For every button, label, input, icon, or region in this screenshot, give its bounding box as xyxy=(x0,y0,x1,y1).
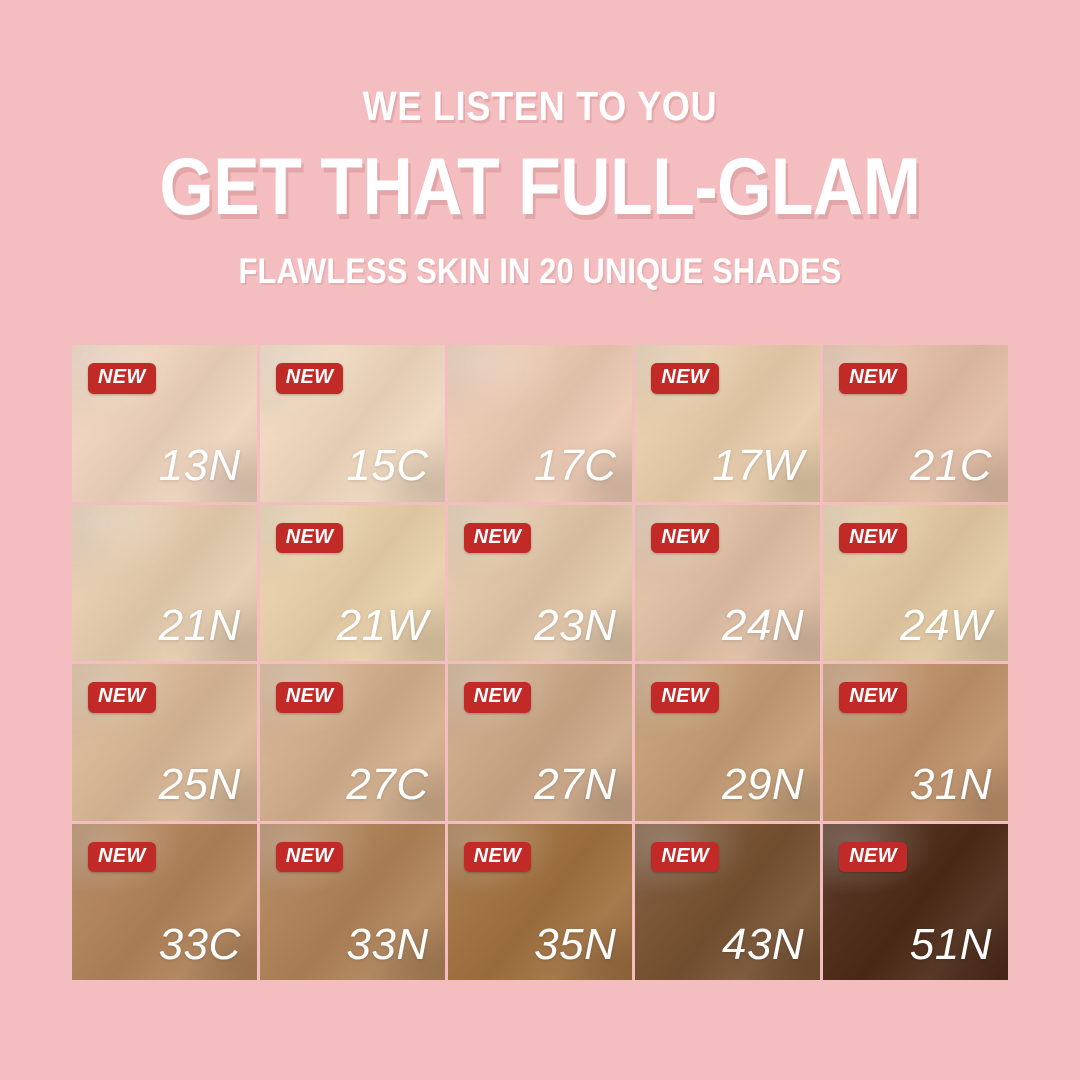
shade-swatch-17w[interactable]: NEW 17W xyxy=(635,345,821,502)
header-eyebrow: WE LISTEN TO YOU xyxy=(362,83,718,129)
shade-swatch-31n[interactable]: NEW 31N xyxy=(823,664,1008,821)
shade-swatch-35n[interactable]: NEW 35N xyxy=(447,823,633,980)
shade-label: 17C xyxy=(534,441,617,491)
shade-swatch-13n[interactable]: NEW 13N xyxy=(72,345,257,502)
shade-label: 15C xyxy=(346,441,429,491)
promo-header: WE LISTEN TO YOU GET THAT FULL-GLAM FLAW… xyxy=(0,0,1080,291)
new-badge: NEW xyxy=(275,522,344,554)
new-badge: NEW xyxy=(839,682,907,713)
shade-swatch-15c[interactable]: NEW 15C xyxy=(259,345,445,502)
shade-label: 21C xyxy=(909,441,992,491)
new-badge: NEW xyxy=(275,841,344,873)
shade-label: 23N xyxy=(534,600,617,650)
shade-label: 13N xyxy=(158,441,241,491)
shade-label: 33N xyxy=(346,919,429,969)
shade-swatch-27n[interactable]: NEW 27N xyxy=(447,664,633,821)
shade-swatch-27c[interactable]: NEW 27C xyxy=(259,664,445,821)
new-badge: NEW xyxy=(88,841,156,873)
new-badge: NEW xyxy=(463,682,532,713)
shade-label: 24N xyxy=(721,600,805,650)
new-badge: NEW xyxy=(651,522,719,554)
new-badge: NEW xyxy=(275,682,344,713)
shade-label: 51N xyxy=(909,919,992,969)
shade-label: 27C xyxy=(346,760,429,810)
header-subhead: FLAWLESS SKIN IN 20 UNIQUE SHADES xyxy=(238,252,842,291)
new-badge: NEW xyxy=(839,363,907,394)
shade-label: 17W xyxy=(712,441,805,491)
new-badge: NEW xyxy=(463,841,532,873)
shade-swatch-23n[interactable]: NEW 23N xyxy=(447,504,633,661)
new-badge: NEW xyxy=(651,363,719,394)
shade-swatch-33c[interactable]: NEW 33C xyxy=(72,823,257,980)
new-badge: NEW xyxy=(88,363,156,394)
page-title: GET THAT FULL-GLAM xyxy=(159,142,921,232)
shade-swatch-25n[interactable]: NEW 25N xyxy=(72,664,257,821)
shade-swatch-51n[interactable]: NEW 51N xyxy=(823,823,1008,980)
shade-label: 31N xyxy=(909,760,992,810)
new-badge: NEW xyxy=(839,522,907,554)
shade-label: 27N xyxy=(534,760,617,810)
shade-label: 25N xyxy=(158,760,241,810)
shade-swatch-33n[interactable]: NEW 33N xyxy=(259,823,445,980)
new-badge: NEW xyxy=(88,682,156,713)
shade-swatch-21n[interactable]: NEW21N xyxy=(72,504,257,661)
shade-swatch-24w[interactable]: NEW 24W xyxy=(823,504,1008,661)
new-badge: NEW xyxy=(463,522,532,554)
shade-swatch-24n[interactable]: NEW 24N xyxy=(635,504,821,661)
shade-label: 21N xyxy=(158,600,241,650)
shade-swatch-21c[interactable]: NEW 21C xyxy=(823,345,1008,502)
new-badge: NEW xyxy=(839,841,907,873)
new-badge: NEW xyxy=(275,363,344,394)
shade-swatch-17c[interactable]: NEW17C xyxy=(447,345,633,502)
shade-swatch-21w[interactable]: NEW 21W xyxy=(259,504,445,661)
shade-label: 43N xyxy=(721,919,805,969)
shade-label: 33C xyxy=(158,919,241,969)
shade-label: 21W xyxy=(336,600,429,650)
shade-swatch-grid: NEW13NNEW15CNEW17CNEW17WNEW21CNEW21NNEW2… xyxy=(72,345,1008,980)
shade-label: 35N xyxy=(534,919,617,969)
shade-swatch-43n[interactable]: NEW 43N xyxy=(635,823,821,980)
shade-swatch-29n[interactable]: NEW 29N xyxy=(635,664,821,821)
shade-label: 24W xyxy=(900,600,992,650)
shade-label: 29N xyxy=(721,760,805,810)
new-badge: NEW xyxy=(651,682,719,713)
new-badge: NEW xyxy=(651,841,719,873)
